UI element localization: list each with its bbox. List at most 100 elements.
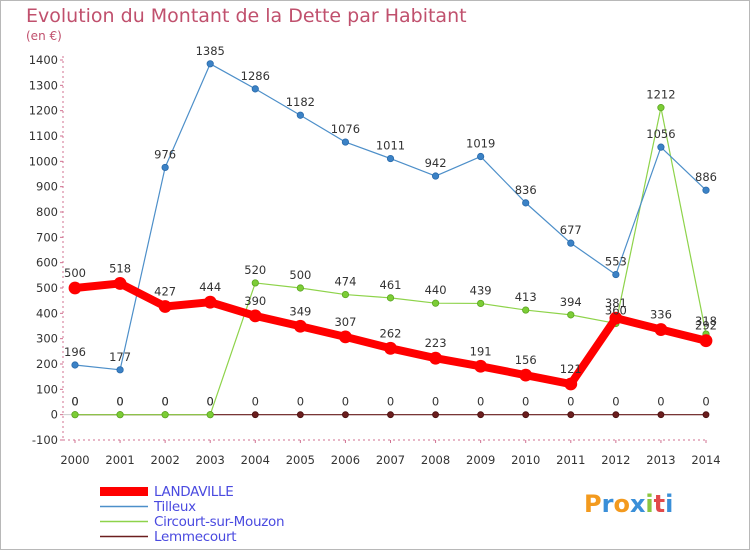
data-label-landaville: 500 (64, 266, 86, 280)
data-label-circourt-sur-mouzon: 520 (244, 263, 266, 277)
logo-letter: P (584, 490, 602, 518)
x-tick-label: 2008 (421, 453, 450, 467)
x-tick-label: 2003 (196, 453, 225, 467)
data-point-lemmecourt (432, 411, 439, 419)
legend-label-lemmecourt: Lemmecourt (154, 528, 237, 545)
data-point-tilleux (567, 239, 575, 247)
data-label-tilleux: 1056 (646, 127, 675, 141)
y-tick-label: 900 (36, 180, 58, 194)
logo-letter: x (629, 490, 646, 518)
y-tick-label: 0 (51, 408, 58, 422)
x-tick-label: 2007 (376, 453, 405, 467)
data-label-circourt-sur-mouzon: 1212 (646, 88, 675, 102)
data-label-landaville: 292 (695, 319, 717, 333)
data-point-tilleux (206, 60, 214, 68)
data-point-tilleux (612, 270, 620, 279)
x-tick-label: 2013 (646, 453, 675, 467)
data-point-lemmecourt (612, 411, 620, 419)
data-label-tilleux: 1076 (331, 122, 360, 136)
data-label-lemmecourt: 0 (432, 395, 439, 409)
data-point-tilleux (522, 199, 530, 207)
data-label-landaville: 121 (560, 362, 582, 376)
data-label-circourt-sur-mouzon: 0 (207, 395, 214, 409)
data-label-tilleux: 677 (560, 223, 582, 237)
y-tick-label: 100 (36, 382, 58, 396)
legend-label-landaville: LANDAVILLE (154, 483, 234, 500)
data-point-circourt-sur-mouzon (431, 299, 440, 307)
data-label-circourt-sur-mouzon: 0 (71, 395, 78, 409)
data-label-lemmecourt: 0 (252, 395, 259, 409)
data-point-circourt-sur-mouzon (386, 294, 395, 302)
y-tick-label: 1100 (29, 129, 58, 143)
x-tick-label: 2010 (511, 453, 540, 467)
data-point-tilleux (71, 361, 79, 369)
data-point-landaville (429, 351, 442, 365)
data-point-circourt-sur-mouzon (251, 279, 259, 287)
data-point-tilleux (251, 85, 259, 93)
data-label-landaville: 307 (334, 315, 356, 329)
data-label-tilleux: 196 (64, 345, 86, 359)
data-label-tilleux: 1011 (376, 139, 405, 153)
data-label-landaville: 444 (199, 280, 221, 294)
data-point-circourt-sur-mouzon (296, 284, 304, 292)
data-point-circourt-sur-mouzon (116, 411, 124, 419)
data-point-landaville (699, 334, 713, 348)
y-tick-label: -100 (32, 433, 58, 447)
y-tick-label: 1200 (29, 104, 58, 118)
data-point-circourt-sur-mouzon (71, 411, 79, 419)
x-tick-label: 2009 (466, 453, 495, 467)
data-point-landaville (474, 359, 488, 373)
legend-swatch-circourt-sur-mouzon (100, 520, 148, 523)
data-point-lemmecourt (387, 411, 394, 419)
series-landaville (68, 277, 713, 391)
data-point-circourt-sur-mouzon (206, 411, 214, 419)
data-label-landaville: 191 (470, 344, 492, 358)
data-label-landaville: 381 (605, 296, 627, 310)
data-label-landaville: 262 (380, 326, 402, 340)
series-tilleux (71, 60, 710, 374)
data-label-circourt-sur-mouzon: 318 (695, 314, 717, 328)
y-tick-label: 1000 (29, 154, 58, 168)
data-point-landaville (203, 295, 217, 309)
data-label-tilleux: 942 (425, 156, 447, 170)
x-tick-label: 2000 (60, 453, 89, 467)
legend-item-lemmecourt: Lemmecourt (98, 528, 284, 545)
data-point-lemmecourt (702, 411, 710, 419)
data-point-lemmecourt (522, 411, 530, 419)
data-point-tilleux (296, 111, 304, 119)
data-point-circourt-sur-mouzon (567, 311, 575, 319)
legend-label-circourt-sur-mouzon: Circourt-sur-Mouzon (154, 513, 285, 530)
data-point-lemmecourt (567, 411, 575, 419)
data-label-circourt-sur-mouzon: 360 (605, 303, 627, 317)
data-label-landaville: 390 (244, 294, 266, 308)
data-point-landaville (519, 368, 533, 382)
data-point-landaville (654, 323, 668, 336)
data-point-tilleux (386, 154, 395, 163)
data-point-tilleux (702, 186, 710, 194)
data-point-tilleux (161, 163, 169, 172)
data-label-tilleux: 553 (605, 255, 627, 269)
data-label-lemmecourt: 0 (522, 395, 529, 409)
x-tick-label: 2014 (691, 453, 720, 467)
x-tick-label: 2002 (151, 453, 180, 467)
y-tick-label: 600 (36, 256, 58, 270)
proxiti-logo: Proxiti (584, 490, 673, 518)
data-label-tilleux: 177 (109, 350, 131, 364)
data-point-landaville (339, 330, 352, 344)
x-tick-label: 2004 (241, 453, 270, 467)
data-label-tilleux: 886 (695, 170, 717, 184)
data-point-lemmecourt (477, 411, 485, 419)
data-point-landaville (68, 281, 82, 295)
logo-letter: t (653, 490, 666, 518)
x-tick-label: 2012 (601, 453, 630, 467)
data-label-lemmecourt: 0 (116, 395, 123, 409)
y-tick-label: 400 (36, 306, 58, 320)
data-label-circourt-sur-mouzon: 0 (116, 395, 123, 409)
data-label-circourt-sur-mouzon: 500 (289, 268, 311, 282)
y-tick-label: 1300 (29, 78, 58, 92)
data-label-tilleux: 836 (515, 183, 537, 197)
data-label-tilleux: 976 (154, 147, 176, 161)
data-label-lemmecourt: 0 (71, 395, 78, 409)
